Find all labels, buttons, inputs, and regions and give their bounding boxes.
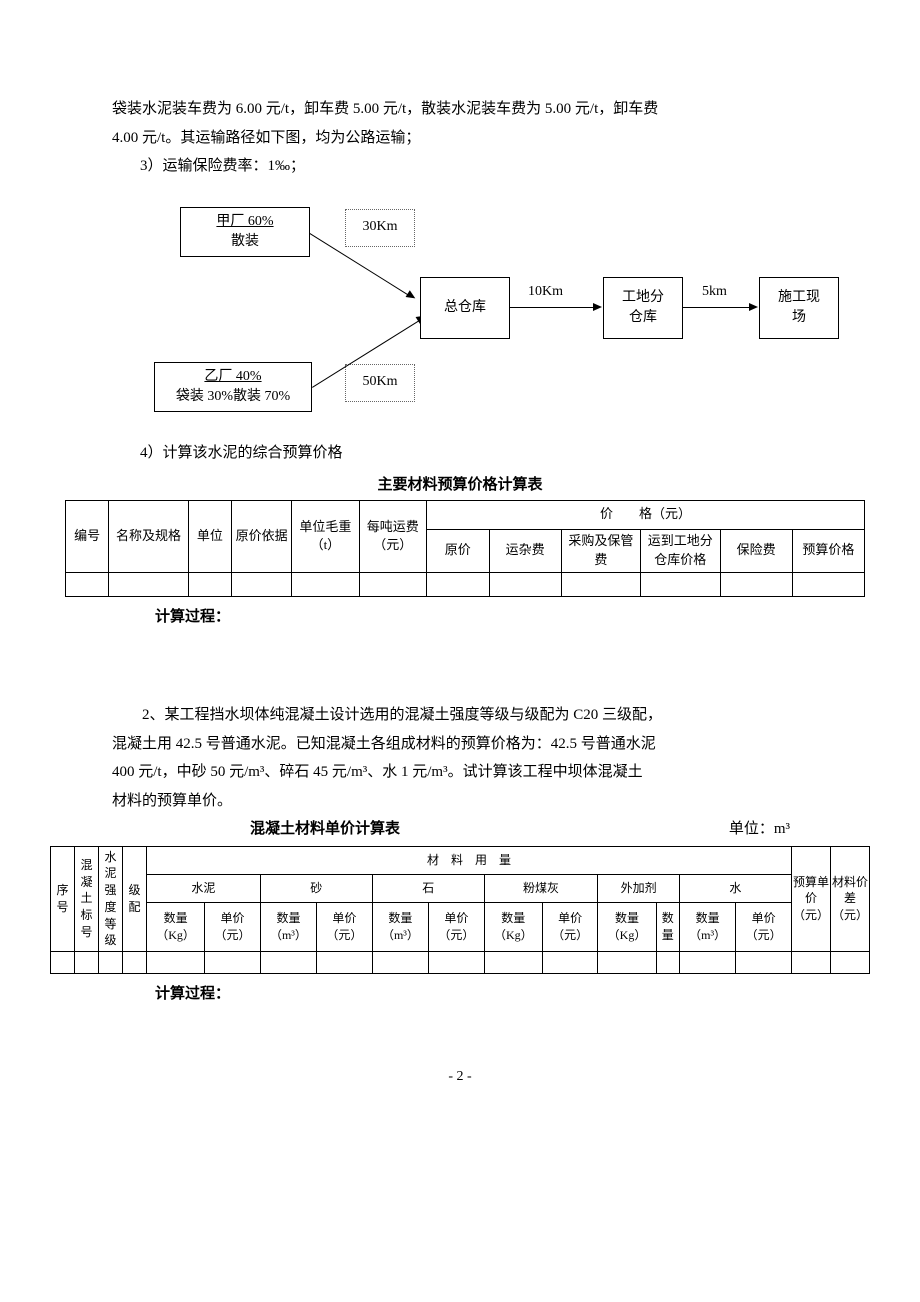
t2-h-no: 序号 xyxy=(51,846,75,952)
t1-h-gross: 单位毛重（t） xyxy=(292,500,359,572)
site-l1: 施工现 xyxy=(778,288,820,308)
dist-b-box: 50Km xyxy=(345,364,415,402)
t2-cement-price: 单价（元） xyxy=(205,902,261,952)
t1-data-row xyxy=(66,572,865,596)
t2-h-diff: 材料价差（元） xyxy=(831,846,870,952)
table1-title: 主要材料预算价格计算表 xyxy=(50,471,870,500)
t2-cement-qty: 数量（Kg） xyxy=(147,902,205,952)
t2-data-row xyxy=(51,952,870,974)
t2-flyash-qty: 数量（Kg） xyxy=(484,902,542,952)
t2-h-mark: 混凝土标号 xyxy=(75,846,99,952)
p2-l4: 材料的预算单价。 xyxy=(112,787,830,816)
t1-h-insurance: 保险费 xyxy=(720,529,792,572)
t2-flyash-price: 单价（元） xyxy=(542,902,598,952)
t2-stone-qty: 数量（m³） xyxy=(372,902,428,952)
t1-h-tostore: 运到工地分仓库价格 xyxy=(641,529,720,572)
site-store-l2: 仓库 xyxy=(629,308,657,328)
table2-unit: 单位：m³ xyxy=(729,815,790,844)
t1-h-budget: 预算价格 xyxy=(792,529,864,572)
arrow2-head xyxy=(749,303,758,311)
calc-label-1: 计算过程： xyxy=(155,603,870,632)
t1-h-purchase: 采购及保管费 xyxy=(561,529,640,572)
t2-h-water: 水 xyxy=(679,874,791,902)
factory-a-l2: 散装 xyxy=(231,232,259,252)
t2-h-sand: 砂 xyxy=(260,874,372,902)
p2-l3: 400 元/t，中砂 50 元/m³、碎石 45 元/m³、水 1 元/m³。试… xyxy=(112,758,830,787)
t2-additive-qty: 数量（Kg） xyxy=(598,902,656,952)
t2-h-flyash: 粉煤灰 xyxy=(484,874,598,902)
arrow2-line xyxy=(683,307,751,308)
t2-water-price: 单价（元） xyxy=(736,902,792,952)
t2-h-budget: 预算单价（元） xyxy=(792,846,831,952)
t1-h-basis: 原价依据 xyxy=(232,500,292,572)
page-number: - 2 - xyxy=(50,1064,870,1091)
table2-title: 混凝土材料单价计算表 xyxy=(250,815,400,844)
t1-h-orig: 原价 xyxy=(426,529,489,572)
t1-h-misc: 运杂费 xyxy=(489,529,561,572)
t2-sand-price: 单价（元） xyxy=(317,902,373,952)
material-price-table: 编号 名称及规格 单位 原价依据 单位毛重（t） 每吨运费（元） 价 格（元） … xyxy=(65,500,865,597)
transport-flowchart: 甲厂 60% 散装 乙厂 40% 袋装 30%散装 70% 30Km 50Km … xyxy=(50,199,870,429)
table2-title-row: 混凝土材料单价计算表 单位：m³ xyxy=(250,815,790,844)
t2-h-mix: 级配 xyxy=(123,846,147,952)
intro-line3: 3）运输保险费率：1‰； xyxy=(140,152,830,181)
t2-h-additive: 外加剂 xyxy=(598,874,679,902)
t1-h-name: 名称及规格 xyxy=(109,500,188,572)
t2-water-qty: 数量（m³） xyxy=(679,902,735,952)
t1-h-freight: 每吨运费（元） xyxy=(359,500,426,572)
factory-a-l1: 甲厂 60% xyxy=(216,212,273,232)
dist-a-box: 30Km xyxy=(345,209,415,247)
site-l2: 场 xyxy=(792,308,806,328)
intro-line2: 4.00 元/t。其运输路径如下图，均为公路运输； xyxy=(112,124,830,153)
dist2-label: 5km xyxy=(702,279,727,306)
dist-a-label: 30Km xyxy=(363,214,398,241)
site-box: 施工现 场 xyxy=(759,277,839,339)
t2-sand-qty: 数量（m³） xyxy=(260,902,316,952)
factory-a-box: 甲厂 60% 散装 xyxy=(180,207,310,257)
t2-h-cement: 水泥 xyxy=(147,874,261,902)
t2-h-stone: 石 xyxy=(372,874,484,902)
arrow1-head xyxy=(593,303,602,311)
p2-l1: 2、某工程挡水坝体纯混凝土设计选用的混凝土强度等级与级配为 C20 三级配， xyxy=(112,701,830,730)
t2-additive-price: 数量 xyxy=(656,902,679,952)
dist1-label: 10Km xyxy=(528,279,563,306)
factory-b-box: 乙厂 40% 袋装 30%散装 70% xyxy=(154,362,312,412)
arrow1-line xyxy=(510,307,595,308)
factory-b-l1: 乙厂 40% xyxy=(204,367,261,387)
calc-label-2: 计算过程： xyxy=(155,980,870,1009)
dist-b-label: 50Km xyxy=(363,369,398,396)
t2-stone-price: 单价（元） xyxy=(429,902,485,952)
concrete-price-table: 序号 混凝土标号 水泥强度等级 级配 材 料 用 量 预算单价（元） 材料价差（… xyxy=(50,846,870,975)
p2-l2: 混凝土用 42.5 号普通水泥。已知混凝土各组成材料的预算价格为：42.5 号普… xyxy=(112,730,830,759)
warehouse-box: 总仓库 xyxy=(420,277,510,339)
t1-h-pricegroup: 价 格（元） xyxy=(426,500,864,529)
t1-h-unit: 单位 xyxy=(188,500,231,572)
sec4-label: 4）计算该水泥的综合预算价格 xyxy=(140,439,830,468)
arrow-a-head xyxy=(406,290,418,302)
t1-h-no: 编号 xyxy=(66,500,109,572)
t2-h-grade: 水泥强度等级 xyxy=(99,846,123,952)
site-store-l1: 工地分 xyxy=(622,288,664,308)
intro-line1: 袋装水泥装车费为 6.00 元/t，卸车费 5.00 元/t，散装水泥装车费为 … xyxy=(112,95,830,124)
t2-h-matgroup: 材 料 用 量 xyxy=(147,846,792,874)
factory-b-l2: 袋装 30%散装 70% xyxy=(176,387,290,407)
warehouse-label: 总仓库 xyxy=(444,298,486,318)
site-store-box: 工地分 仓库 xyxy=(603,277,683,339)
